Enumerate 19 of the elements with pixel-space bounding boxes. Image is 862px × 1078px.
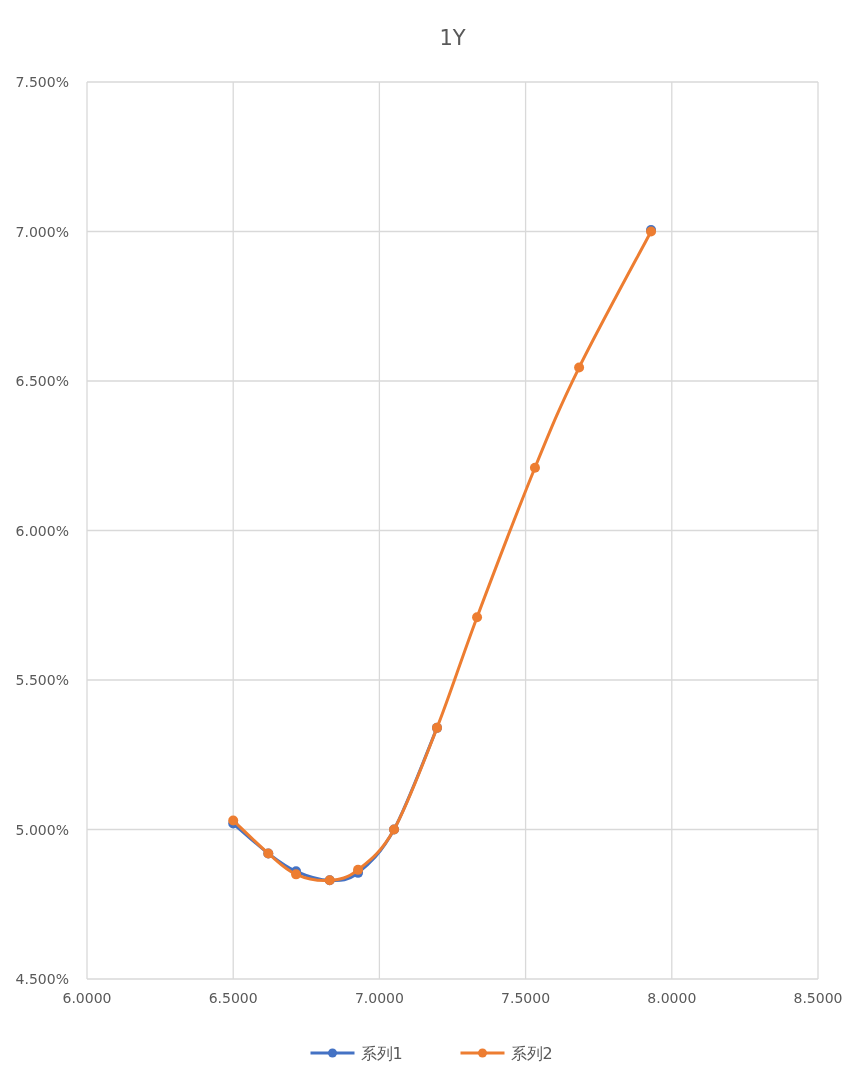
x-tick-label: 6.0000 (62, 990, 112, 1006)
y-tick-label: 7.500% (15, 74, 69, 90)
y-tick-label: 5.000% (15, 821, 69, 838)
point (529, 462, 540, 473)
legend-label: 系列2 (510, 1044, 553, 1063)
legend-label: 系列1 (360, 1044, 403, 1063)
y-tick-label: 6.500% (15, 373, 69, 389)
x-tick-label: 6.5000 (208, 990, 258, 1006)
y-tick-label: 6.000% (15, 522, 69, 539)
x-tick-label: 8.0000 (647, 990, 697, 1006)
x-tick-label: 8.5000 (793, 990, 843, 1006)
x-tick-label: 7.5000 (501, 990, 551, 1006)
chart-title: 1Y (439, 26, 466, 50)
point (472, 612, 483, 623)
y-tick-label: 4.500% (15, 971, 69, 987)
x-tick-label: 7.0000 (354, 990, 404, 1006)
y-tick-label: 7.000% (15, 223, 69, 240)
point (574, 362, 585, 373)
y-tick-label: 5.500% (15, 672, 69, 688)
